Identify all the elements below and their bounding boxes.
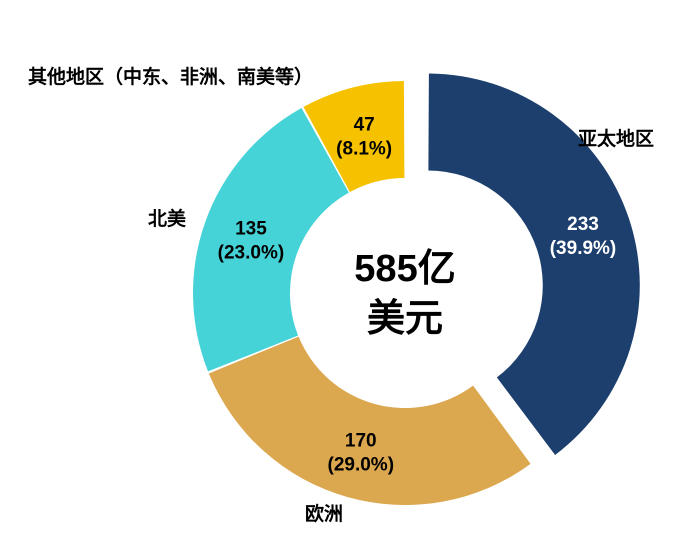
slice-2 [192,107,349,372]
center-label: 585亿 美元 [354,248,455,340]
slice-percent-label: (8.1%) [336,139,392,160]
slice-category-label: 其他地区（中东、非洲、南美等） [28,65,313,88]
slice-labels: 233 (39.9%) 170 (29.0%) 135 (23.0%) 47 (8.1%) [218,115,617,476]
center-total-value: 585亿 [354,248,455,290]
slice-value-label: 233 [567,214,599,235]
slice-percent-label: (29.0%) [328,454,395,475]
slice-value-label: 47 [354,115,375,136]
slice-percent-label: (23.0%) [218,242,285,263]
slice-1 [208,336,531,505]
slice-category-label: 北美 [148,207,187,230]
slice-percent-label: (39.9%) [550,238,617,259]
slice-3 [303,81,405,193]
slice-category-label: 亚太地区 [578,127,654,150]
slice-category-label: 欧洲 [305,502,343,525]
slice-value-label: 170 [345,430,377,451]
slice-value-label: 135 [235,218,267,239]
donut-slices [192,73,640,505]
slice-0 [428,73,640,455]
center-total-unit: 美元 [367,298,443,340]
